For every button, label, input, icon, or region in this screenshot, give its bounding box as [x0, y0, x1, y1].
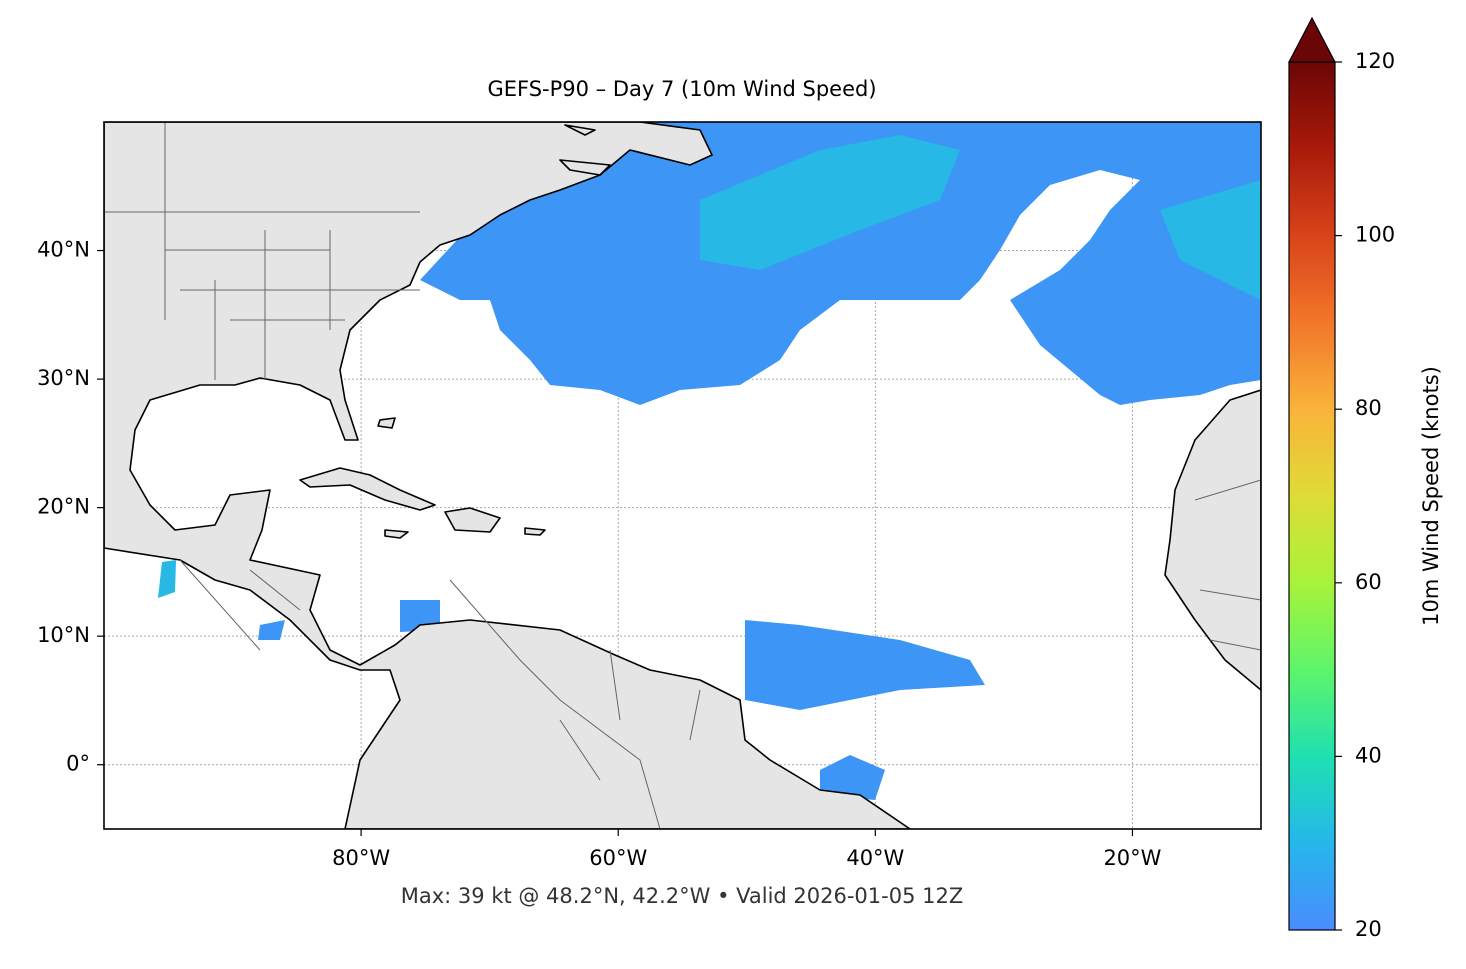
border — [104, 122, 1261, 829]
colorbar-label: 10m Wind Speed (knots) — [1419, 366, 1443, 626]
wind-field — [420, 122, 1261, 405]
y-tick-label: 0° — [66, 752, 90, 776]
colorbar-tick-label: 80 — [1355, 396, 1382, 420]
land — [104, 122, 911, 829]
colorbar-tick-label: 120 — [1355, 49, 1395, 73]
x-tick-label: 40°W — [846, 846, 904, 870]
wind-field — [158, 560, 176, 598]
y-tick-label: 10°N — [37, 623, 90, 647]
y-tick-label: 30°N — [37, 366, 90, 390]
x-tick-label: 60°W — [589, 846, 647, 870]
x-tick-label: 80°W — [332, 846, 390, 870]
wind-field — [700, 135, 1261, 300]
wind-field — [230, 145, 985, 800]
colorbar-tick-label: 100 — [1355, 223, 1395, 247]
colorbar-extend — [1288, 16, 1336, 63]
footnote: Max: 39 kt @ 48.2°N, 42.2°W • Valid 2026… — [401, 884, 964, 908]
y-tick-label: 40°N — [37, 238, 90, 262]
map-frame — [103, 121, 1262, 830]
colorbar-tick-label: 60 — [1355, 570, 1382, 594]
land — [1164, 389, 1261, 691]
y-tick-label: 20°N — [37, 495, 90, 519]
island — [299, 124, 611, 539]
map — [104, 122, 1261, 829]
colorbar-tick-label: 40 — [1355, 743, 1382, 767]
colorbar-tick-label: 20 — [1355, 917, 1382, 941]
colorbar — [1288, 61, 1336, 931]
chart-title: GEFS-P90 – Day 7 (10m Wind Speed) — [487, 77, 876, 101]
x-tick-label: 20°W — [1103, 846, 1161, 870]
